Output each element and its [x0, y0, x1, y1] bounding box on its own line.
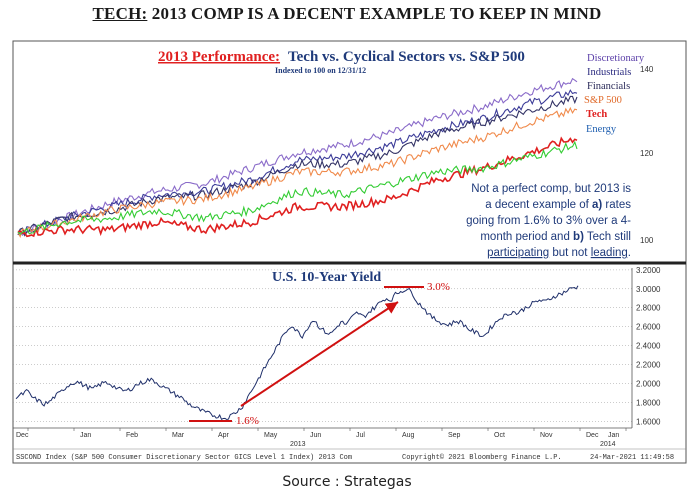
x-month-labels: Dec Jan Feb Mar Apr May Jun Jul Aug Sep Oct Nov Dec J…	[16, 428, 627, 439]
chart-svg: 2013 Performance: Tech vs. Cyclical Sect…	[12, 40, 687, 464]
x-month-tick: Aug	[402, 432, 415, 439]
bottom-y-tick: 1.8000	[636, 398, 661, 407]
x-month-tick: Oct	[494, 432, 505, 439]
annotation-bold: b)	[573, 231, 584, 243]
legend-industrials: Industrials	[587, 67, 631, 78]
series-line-industrials	[17, 89, 578, 234]
x-month-tick: Dec	[586, 432, 599, 439]
x-month-tick: Feb	[126, 432, 138, 439]
top-y-tick: 140	[640, 65, 654, 74]
annotation-line: going from 1.6% to 3% over a 4-	[466, 215, 631, 227]
bottom-y-tick: 2.0000	[636, 379, 661, 388]
annotation-line: month period and b) Tech still	[480, 231, 631, 243]
annotation-text: Tech still	[584, 231, 631, 243]
annotation-line: participating but not leading.	[487, 247, 631, 259]
x-month-tick: Dec	[16, 432, 29, 439]
top-subtitle: Indexed to 100 on 12/31/12	[275, 66, 366, 75]
top-title-prefix: 2013 Performance:	[158, 49, 280, 65]
x-month-tick: Jun	[310, 432, 321, 439]
annotation-text: .	[628, 247, 631, 259]
x-month-tick: Jan	[608, 432, 619, 439]
annotation-underline: leading	[591, 247, 628, 259]
x-month-tick: Nov	[540, 432, 553, 439]
bottom-series-group	[15, 285, 579, 421]
annotation-underline: participating	[487, 247, 549, 259]
legend-discretionary: Discretionary	[587, 53, 645, 64]
bottom-y-tick: 2.2000	[636, 361, 661, 370]
high-label: 3.0%	[427, 281, 450, 293]
trend-arrow	[240, 301, 399, 407]
bottom-y-tick: 2.4000	[636, 342, 661, 351]
top-series-group	[17, 77, 578, 239]
annotation-text: but not	[549, 247, 591, 259]
bottom-grid	[13, 269, 632, 422]
legend-financials: Financials	[587, 81, 630, 92]
legend-sp500: S&P 500	[584, 95, 622, 106]
x-month-tick: May	[264, 432, 278, 439]
series-line-financials	[17, 95, 578, 237]
footer-mid: Copyright© 2021 Bloomberg Finance L.P.	[402, 453, 562, 462]
chart-container: 2013 Performance: Tech vs. Cyclical Sect…	[12, 40, 687, 464]
footer-left: SSCOND Index (S&P 500 Consumer Discretio…	[16, 454, 352, 462]
headline-prefix: TECH:	[92, 4, 148, 23]
annotation-line: Not a perfect comp, but 2013 is	[471, 183, 631, 195]
x-year-label: 2013	[290, 441, 306, 448]
source-caption: Source : Strategas	[282, 474, 412, 490]
top-y-tick: 100	[640, 236, 654, 245]
low-label: 1.6%	[236, 415, 259, 427]
legend-energy: Energy	[586, 124, 617, 135]
annotation-text: rates	[602, 199, 631, 211]
x-month-tick: Sep	[448, 432, 461, 439]
bottom-y-tick: 1.6000	[636, 417, 661, 426]
top-y-tick: 120	[640, 149, 654, 158]
bottom-y-tick: 3.0000	[636, 285, 661, 294]
series-line-s-p-500	[17, 106, 578, 239]
series-line-energy	[17, 140, 578, 235]
bottom-y-tick: 2.8000	[636, 304, 661, 313]
series-line-tech	[17, 136, 578, 238]
bottom-y-ticks: 3.2000 3.0000 2.8000 2.6000 2.4000 2.2000 2.00…	[636, 266, 661, 426]
x-month-tick: Jan	[80, 432, 91, 439]
x-month-tick: Jul	[356, 432, 365, 439]
legend-tech: Tech	[586, 109, 607, 120]
page-headline: TECH: 2013 COMP IS A DECENT EXAMPLE TO K…	[0, 4, 694, 24]
bottom-title: U.S. 10-Year Yield	[272, 270, 381, 285]
bottom-y-tick: 3.2000	[636, 266, 661, 275]
headline-rest: 2013 COMP IS A DECENT EXAMPLE TO KEEP IN…	[147, 4, 602, 23]
bottom-y-tick: 2.6000	[636, 323, 661, 332]
x-month-tick: Apr	[218, 432, 230, 439]
footer-right: 24-Mar-2021 11:49:58	[590, 454, 674, 462]
annotation-line: a decent example of a) rates	[485, 199, 631, 211]
annotation-text: month period and	[480, 231, 573, 243]
top-title: Tech vs. Cyclical Sectors vs. S&P 500	[288, 49, 525, 65]
x-month-tick: Mar	[172, 432, 185, 439]
annotation-text: a decent example of	[485, 199, 592, 211]
annotation-bold: a)	[592, 199, 602, 211]
x-year-label: 2014	[600, 441, 616, 448]
yield-line	[15, 285, 579, 421]
